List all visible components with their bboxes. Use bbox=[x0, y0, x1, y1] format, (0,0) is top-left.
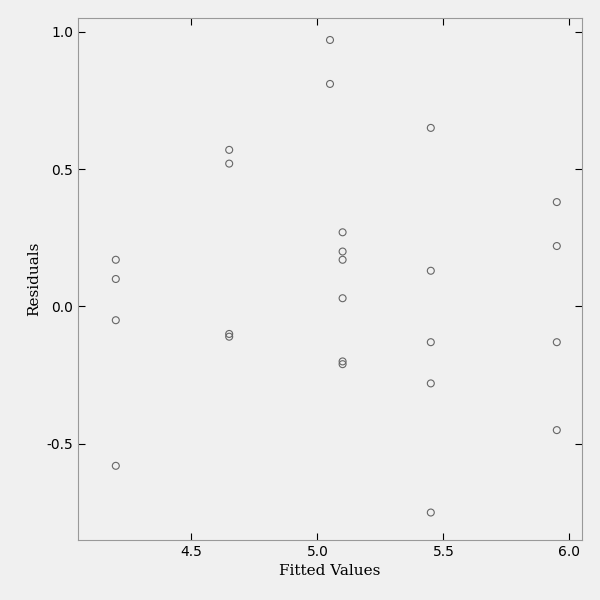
Point bbox=[224, 145, 234, 155]
Point bbox=[338, 356, 347, 366]
Point bbox=[224, 159, 234, 169]
Point bbox=[325, 35, 335, 45]
Point bbox=[552, 197, 562, 207]
Point bbox=[338, 227, 347, 237]
Point bbox=[426, 123, 436, 133]
Point bbox=[426, 508, 436, 517]
Point bbox=[111, 274, 121, 284]
Point bbox=[552, 337, 562, 347]
Point bbox=[426, 379, 436, 388]
Point bbox=[224, 329, 234, 339]
Point bbox=[111, 255, 121, 265]
Point bbox=[552, 241, 562, 251]
Point bbox=[338, 255, 347, 265]
Point bbox=[111, 461, 121, 470]
Point bbox=[426, 337, 436, 347]
Point bbox=[111, 316, 121, 325]
Point bbox=[338, 247, 347, 256]
Point bbox=[325, 79, 335, 89]
Point bbox=[338, 293, 347, 303]
Point bbox=[224, 332, 234, 341]
Point bbox=[426, 266, 436, 275]
Point bbox=[338, 359, 347, 369]
Y-axis label: Residuals: Residuals bbox=[27, 242, 41, 316]
X-axis label: Fitted Values: Fitted Values bbox=[280, 565, 380, 578]
Point bbox=[552, 425, 562, 435]
